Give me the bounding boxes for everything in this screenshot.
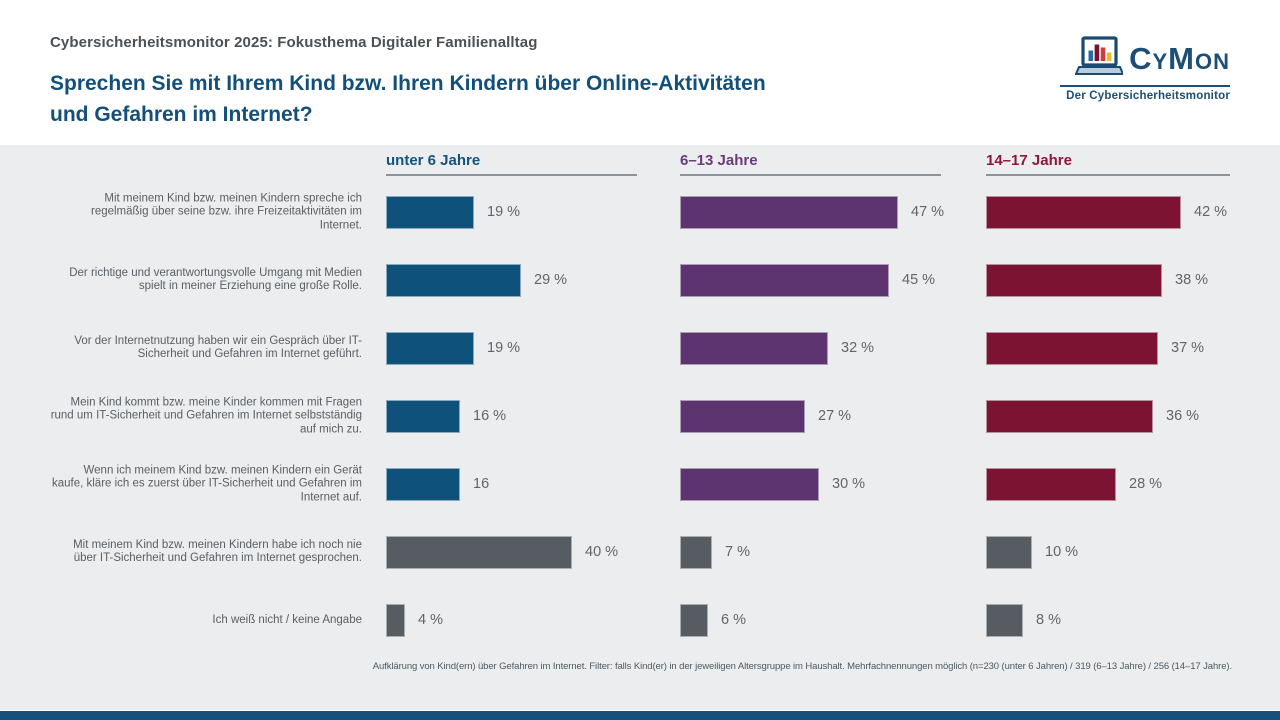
footnote: Aufklärung von Kind(ern) über Gefahren i…: [372, 661, 1232, 672]
bar-value: 45 %: [902, 272, 936, 288]
row-label: Mit meinem Kind bzw. meinen Kindern spre…: [90, 191, 362, 232]
bar-value: 42 %: [1194, 204, 1228, 220]
column-header-3: 14–17 Jahre: [986, 152, 1230, 176]
footer-accent-bar: [0, 711, 1280, 720]
bar-col2-row3: [680, 332, 828, 365]
chart-row-7: Ich weiß nicht / keine Angabe 4 % 6 % 8 %: [0, 604, 1280, 637]
logo-row: CyMon: [1060, 36, 1230, 82]
bar-value: 40 %: [585, 544, 619, 560]
chart-row-4: Mein Kind kommt bzw. meine Kinder kommen…: [0, 396, 1280, 436]
chart-area: unter 6 Jahre 6–13 Jahre 14–17 Jahre Mit m…: [0, 145, 1280, 710]
bar-col3-row2: [986, 264, 1162, 297]
bar-col3-row3: [986, 332, 1158, 365]
column-header-label: 6–13 Jahre: [680, 152, 758, 169]
chart-row-3: Vor der Internetnutzung haben wir ein Ge…: [0, 332, 1280, 365]
chart-row-2: Der richtige und verantwortungsvolle Umg…: [0, 264, 1280, 297]
bar-col2-row4: [680, 400, 805, 433]
cymon-logo: CyMon Der Cybersicherheitsmonitor: [1060, 36, 1230, 102]
row-label: Mit meinem Kind bzw. meinen Kindern habe…: [73, 538, 362, 565]
bar-value: 30 %: [832, 476, 866, 492]
bar-value: 8 %: [1036, 612, 1061, 628]
laptop-chart-icon: [1074, 36, 1125, 82]
bar-col3-row4: [986, 400, 1153, 433]
bar-col1-row4: [386, 400, 460, 433]
kicker: Cybersicherheitsmonitor 2025: Fokusthema…: [50, 34, 538, 51]
bar-value: 36 %: [1166, 408, 1200, 424]
bar-col2-row7: [680, 604, 708, 637]
bar-col2-row1: [680, 196, 898, 229]
bar-value: 32 %: [841, 340, 875, 356]
bar-col1-row5: [386, 468, 460, 501]
bar-value: 29 %: [534, 272, 568, 288]
bar-value: 47 %: [911, 204, 945, 220]
row-label: Mein Kind kommt bzw. meine Kinder kommen…: [50, 395, 362, 436]
bar-col2-row2: [680, 264, 889, 297]
logo-divider: [1060, 85, 1230, 87]
row-label: Wenn ich meinem Kind bzw. meinen Kindern…: [51, 463, 362, 504]
column-underline: [680, 174, 941, 176]
bar-value: 16 %: [473, 408, 507, 424]
bar-col1-row7: [386, 604, 405, 637]
bar-col1-row2: [386, 264, 521, 297]
chart-row-6: Mit meinem Kind bzw. meinen Kindern habe…: [0, 536, 1280, 569]
bar-value: 28 %: [1129, 476, 1163, 492]
logo-brand: CyMon: [1129, 41, 1230, 76]
chart-row-5: Wenn ich meinem Kind bzw. meinen Kindern…: [0, 464, 1280, 504]
bar-col1-row1: [386, 196, 474, 229]
column-header-1: unter 6 Jahre: [386, 152, 637, 176]
bar-value: 10 %: [1045, 544, 1079, 560]
bar-col3-row5: [986, 468, 1116, 501]
bar-col2-row6: [680, 536, 712, 569]
bar-col1-row3: [386, 332, 474, 365]
bar-value: 4 %: [418, 612, 443, 628]
bar-value: 19 %: [487, 204, 521, 220]
column-header-2: 6–13 Jahre: [680, 152, 941, 176]
bar-value: 16: [473, 476, 490, 492]
bar-value: 37 %: [1171, 340, 1205, 356]
bar-col3-row6: [986, 536, 1032, 569]
bar-value: 19 %: [487, 340, 521, 356]
bar-col1-row6: [386, 536, 572, 569]
chart-row-1: Mit meinem Kind bzw. meinen Kindern spre…: [0, 192, 1280, 232]
bar-value: 7 %: [725, 544, 750, 560]
bar-value: 6 %: [721, 612, 746, 628]
row-label: Ich weiß nicht / keine Angabe: [212, 613, 362, 626]
column-underline: [386, 174, 637, 176]
column-header-label: unter 6 Jahre: [386, 152, 481, 169]
bar-value: 38 %: [1175, 272, 1209, 288]
column-header-label: 14–17 Jahre: [986, 152, 1072, 169]
bar-value: 27 %: [818, 408, 852, 424]
bar-col3-row1: [986, 196, 1181, 229]
row-label: Vor der Internetnutzung haben wir ein Ge…: [74, 334, 362, 361]
bar-col2-row5: [680, 468, 819, 501]
column-underline: [986, 174, 1230, 176]
bar-col3-row7: [986, 604, 1023, 637]
logo-subtitle: Der Cybersicherheitsmonitor: [1066, 90, 1230, 102]
page-title: Sprechen Sie mit Ihrem Kind bzw. Ihren K…: [50, 72, 766, 126]
row-label: Der richtige und verantwortungsvolle Umg…: [69, 266, 362, 293]
